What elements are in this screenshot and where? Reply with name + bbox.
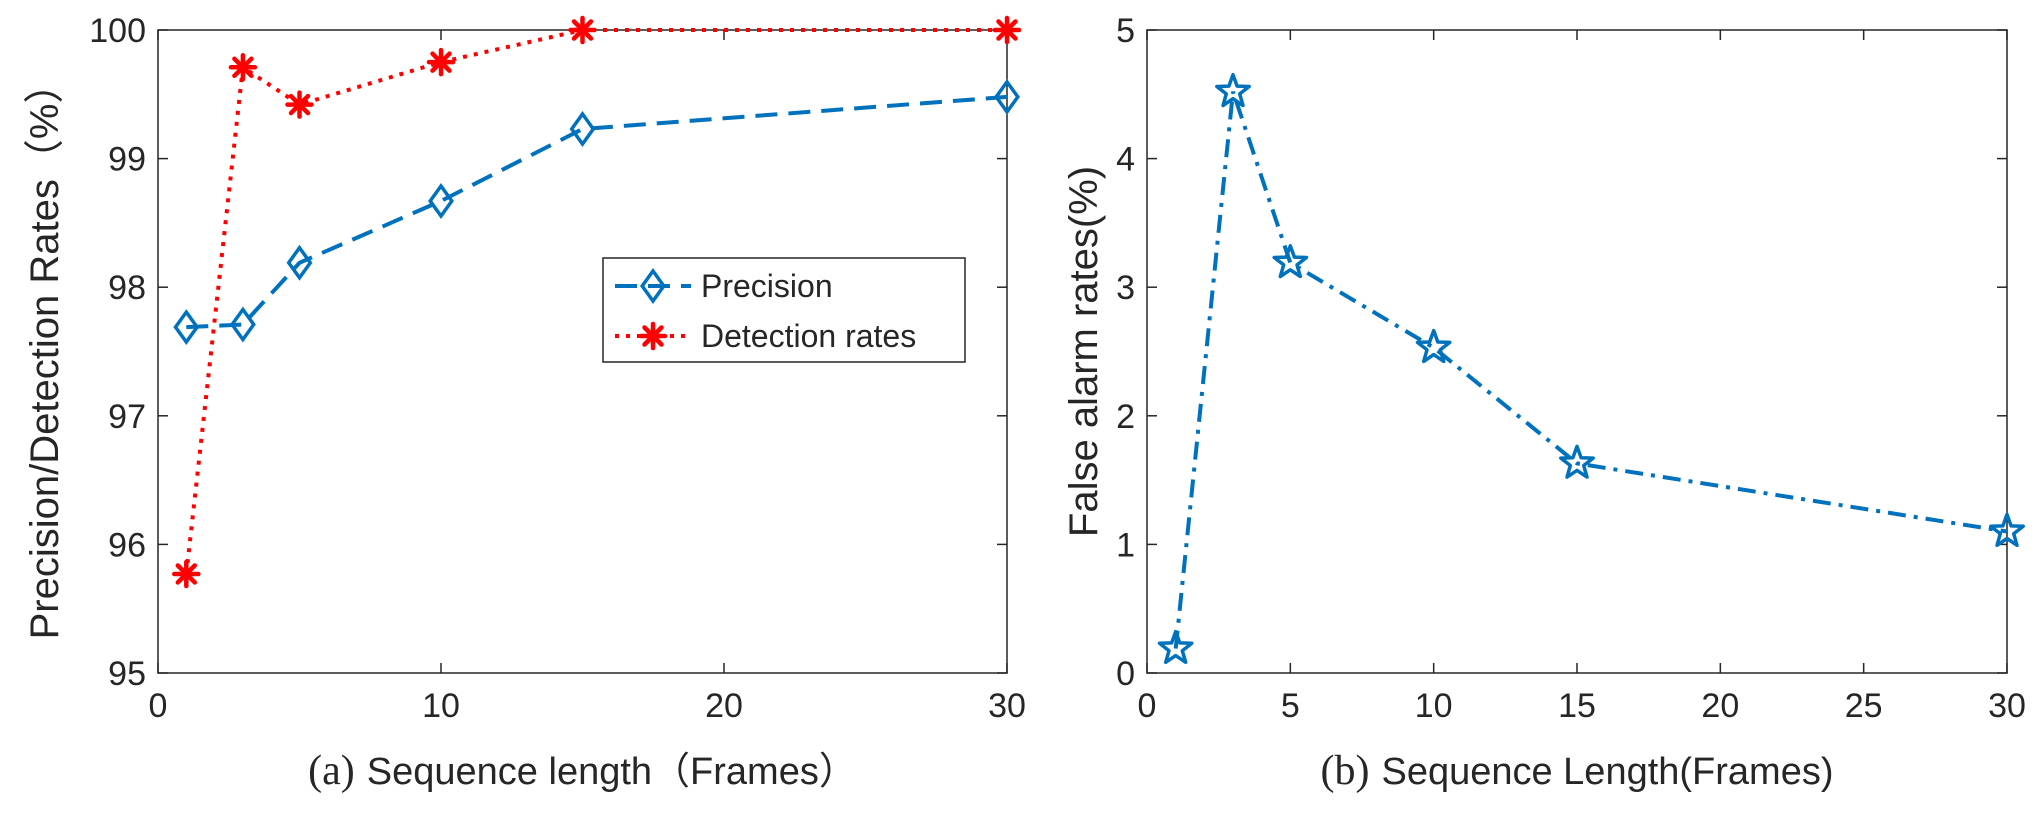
panel-b-x-axis-title: Sequence Length(Frames): [1381, 751, 1833, 793]
legend-marker-1: [638, 321, 668, 351]
panel-b-x-tick-label: 15: [1558, 687, 1596, 725]
panel-a-y-tick-label: 96: [108, 526, 146, 564]
panel-a-series-0-point: [229, 306, 256, 343]
panel-b-axes-frame: [1146, 29, 2008, 674]
legend-marker-0: [640, 268, 666, 304]
panel-b-y-tick-label: 1: [1116, 526, 1135, 564]
panel-a-series-1-point: [426, 47, 456, 77]
panel-a-series-1-line: [184, 28, 1007, 575]
panel-a-x-tick-label: 0: [149, 687, 168, 725]
panel-a-series-0-point: [994, 78, 1020, 115]
panel-b-series-0-point: [1272, 244, 1309, 279]
panel-b-x-tick-label: 25: [1845, 687, 1883, 725]
panel-a-series-0-point: [173, 309, 200, 346]
panel-b-y-tick-label: 2: [1116, 398, 1135, 436]
panel-a-y-tick-label: 98: [108, 269, 146, 307]
panel-b-panel-label: (b): [1320, 748, 1369, 794]
panel-a-panel-label: (a): [308, 748, 355, 794]
panel-b-x-tick-label: 0: [1138, 687, 1157, 725]
panel-a-y-axis-label: Precision/Detection Rates（%）: [23, 64, 67, 640]
panel-b-series-0-point: [1559, 444, 1595, 479]
panel-b-x-tick-label: 30: [1988, 687, 2026, 725]
panel-a-series-0-point: [286, 244, 313, 281]
panel-b-y-tick-label: 3: [1116, 269, 1135, 307]
panel-a-series-1-point: [992, 15, 1022, 45]
panel-b-plot-area: 0 5 10 15 20 25 30 0 1 2 3 4 5: [1116, 12, 2026, 725]
panel-b-x-axis-label: (b) Sequence Length(Frames): [1320, 748, 1833, 794]
panel-b-series-0-point: [1215, 72, 1251, 108]
panel-a-series-0-point: [569, 111, 596, 148]
panel-a-plot-area: 0 10 20 30 95 96 97 98 99 100: [89, 12, 1026, 725]
legend-entry-precision: Precision: [701, 268, 833, 304]
panel-a-series-1-point: [172, 559, 201, 589]
panel-b-y-tick-label: 0: [1116, 655, 1135, 693]
panel-a-x-axis-label: (a) Sequence length（Frames）: [308, 748, 857, 794]
panel-b-x-tick-label: 20: [1701, 687, 1739, 725]
panel-a-y-tick-label: 97: [108, 398, 146, 436]
panel-a-x-tick-label: 10: [422, 687, 460, 725]
panel-a-series-1-point: [285, 90, 314, 119]
panel-a-y-tick-label: 100: [89, 12, 146, 50]
panel-a-series-0-point: [428, 183, 454, 220]
panel-b-y-tick-label: 5: [1116, 12, 1135, 50]
panel-a-series-1-point: [568, 15, 597, 45]
panel-b-x-tick-label: 5: [1281, 687, 1300, 725]
panel-b-series-0-point: [1989, 512, 2025, 548]
legend-entry-detection-rates: Detection rates: [701, 318, 916, 354]
panel-b-y-axis-label: False alarm rates(%): [1062, 166, 1106, 537]
panel-b-series-0-line: [1173, 91, 2008, 649]
panel-a-x-axis-title: Sequence length（Frames）: [367, 751, 857, 793]
panel-b-y-tick-label: 4: [1116, 141, 1135, 179]
panel-a-x-tick-label: 20: [705, 687, 743, 725]
panel-a-y-tick-label: 99: [108, 141, 146, 179]
panel-a-series-1-point: [228, 53, 258, 82]
panel-b-series-0-point: [1157, 629, 1194, 665]
panel-a: 0 10 20 30 95 96 97 98 99 100 Precision/Detection…: [23, 12, 1026, 794]
panel-b-series-0-point: [1415, 328, 1452, 364]
panel-a-y-tick-label: 95: [108, 655, 146, 693]
panel-b-x-tick-label: 10: [1415, 687, 1453, 725]
panel-a-legend: Precision Detection rates: [602, 257, 966, 363]
panel-a-x-tick-label: 30: [988, 687, 1026, 725]
